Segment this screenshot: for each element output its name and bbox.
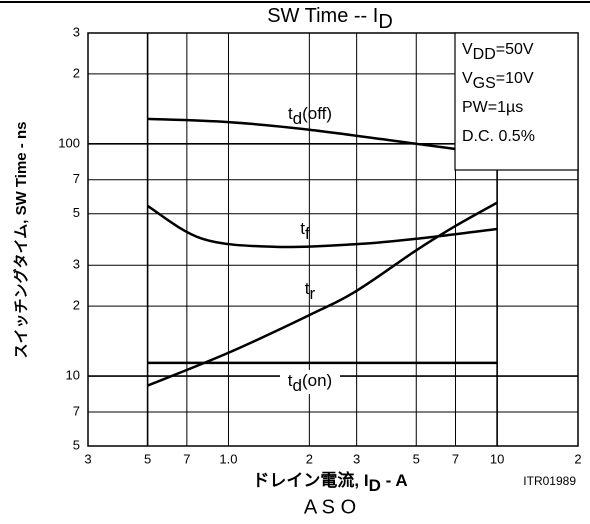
x-tick-label: 10 [490,451,504,466]
annotation-box [454,32,579,171]
x-axis-label: ドレイン電流, ID - A [252,470,407,495]
y-tick-label: 3 [73,257,80,272]
y-tick-label: 7 [73,403,80,418]
plot-frame [87,32,579,447]
figure-code: ITR01989 [523,474,576,488]
series-label: tf [300,219,310,243]
x-tick-label: 5 [413,451,420,466]
x-tick-label: 2 [306,451,313,466]
y-tick-label: 5 [73,205,80,220]
annotation: VDD=50V [462,41,534,63]
x-tick-label: 3 [353,451,360,466]
x-tick-label: 5 [144,451,151,466]
series-line [147,201,498,387]
y-tick-label: 2 [73,298,80,313]
x-tick-label: 3 [84,451,91,466]
label-bg [280,370,340,394]
series-line [146,204,498,249]
x-tick-label: 2 [574,451,581,466]
annotation: D.C. 0.5% [462,128,535,145]
x-tick-label: 1.0 [219,451,237,466]
y-tick-label: 3 [73,24,80,39]
annotation: PW=1µs [462,99,523,116]
annotation: VGS=10V [462,70,534,92]
footer-caption: A S O [304,496,356,518]
series-label: tr [305,279,316,303]
chart-title: SW Time -- ID [267,5,393,33]
x-tick-label: 7 [183,451,190,466]
y-tick-label: 5 [73,437,80,452]
series-label: td(on) [288,371,332,395]
series-label: td(off) [288,104,332,128]
y-tick-label: 2 [73,65,80,80]
series-line [147,117,498,156]
y-tick-label: 10 [66,368,80,383]
y-axis-label: スイッチングタイム, SW Time - ns [12,122,30,359]
y-tick-label: 7 [73,171,80,186]
y-tick-label: 100 [58,135,80,150]
x-tick-label: 7 [452,451,459,466]
